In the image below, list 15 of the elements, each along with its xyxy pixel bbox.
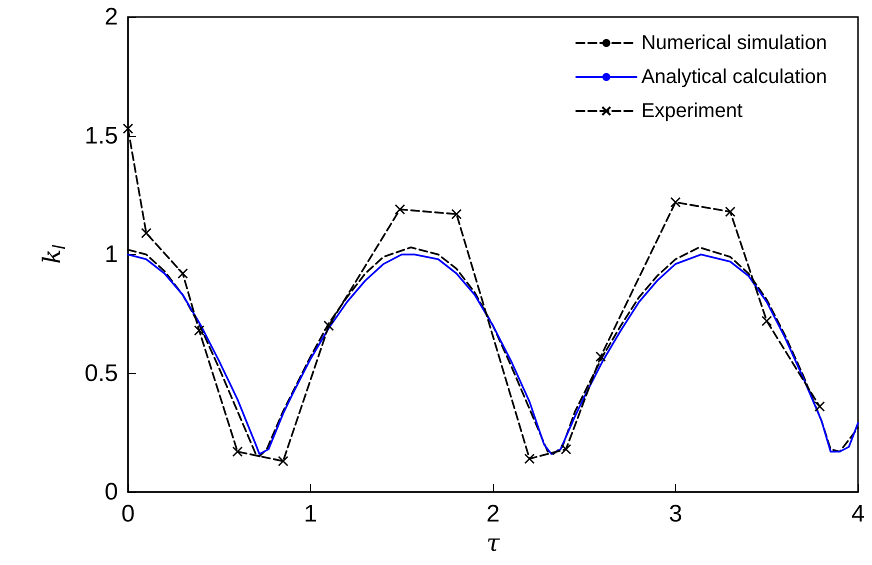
y-tick-label: 1 xyxy=(104,241,118,268)
y-axis-title: kl xyxy=(38,244,69,264)
y-tick-label: 0.5 xyxy=(84,360,118,387)
y-tick-label: 0 xyxy=(104,478,118,506)
x-tick-label: 2 xyxy=(486,500,500,528)
y-tick-label: 2 xyxy=(104,4,118,30)
legend-label: Analytical calculation xyxy=(641,66,827,88)
x-tick-label: 1 xyxy=(304,500,318,528)
legend-label: Numerical simulation xyxy=(641,32,827,54)
x-tick-label: 3 xyxy=(668,500,682,528)
x-axis-title: τ xyxy=(486,528,500,557)
legend-label: Experiment xyxy=(641,100,743,122)
x-tick-label: 0 xyxy=(121,500,135,528)
y-tick-label: 1.5 xyxy=(84,122,118,150)
x-tick-label: 4 xyxy=(851,500,865,528)
